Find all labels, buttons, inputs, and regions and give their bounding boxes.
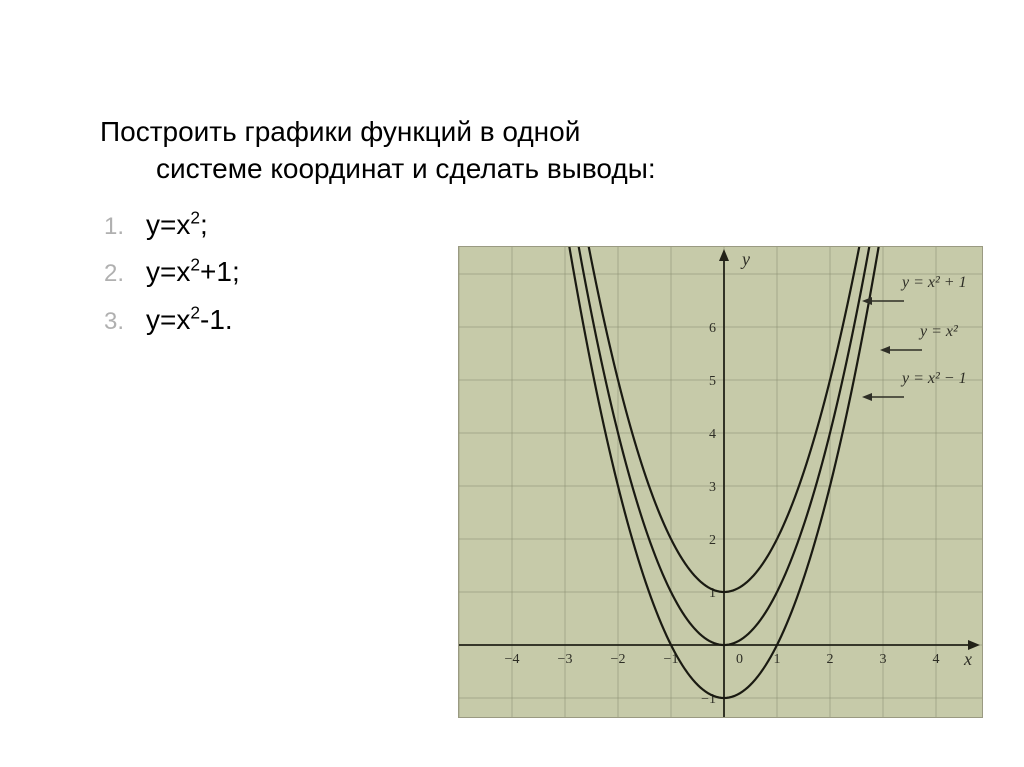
task-line-2: системе координат и сделать выводы: [100,151,880,188]
svg-text:4: 4 [933,652,940,667]
list-item: 3. y=x2-1. [100,297,240,342]
svg-text:−3: −3 [558,652,573,667]
svg-text:2: 2 [827,652,834,667]
svg-text:5: 5 [709,374,716,389]
svg-text:−2: −2 [611,652,626,667]
task-heading: Построить графики функций в одной систем… [100,114,880,188]
list-item: 1. y=x2; [100,202,240,247]
equation-1: y=x2; [146,202,208,247]
svg-text:0: 0 [736,652,743,667]
svg-text:−4: −4 [505,652,520,667]
list-number: 1. [100,208,124,247]
equation-2: y=x2+1; [146,249,240,294]
list-number: 3. [100,303,124,342]
svg-text:y: y [740,249,750,269]
svg-text:y = x² + 1: y = x² + 1 [900,274,967,291]
svg-text:6: 6 [709,321,716,336]
parabola-chart: −4−3−2−101234−1123456yxy = x² + 1y = x²y… [458,246,983,718]
svg-text:3: 3 [880,652,887,667]
equation-list: 1. y=x2; 2. y=x2+1; 3. y=x2-1. [100,200,240,342]
svg-text:3: 3 [709,480,716,495]
svg-text:y = x² − 1: y = x² − 1 [900,370,967,387]
svg-text:4: 4 [709,427,716,442]
list-number: 2. [100,255,124,294]
svg-text:x: x [963,649,972,669]
svg-text:2: 2 [709,533,716,548]
svg-text:1: 1 [774,652,781,667]
chart-svg: −4−3−2−101234−1123456yxy = x² + 1y = x²y… [459,247,982,717]
task-line-1: Построить графики функций в одной [100,114,880,151]
list-item: 2. y=x2+1; [100,249,240,294]
svg-text:y = x²: y = x² [918,323,959,340]
equation-3: y=x2-1. [146,297,233,342]
